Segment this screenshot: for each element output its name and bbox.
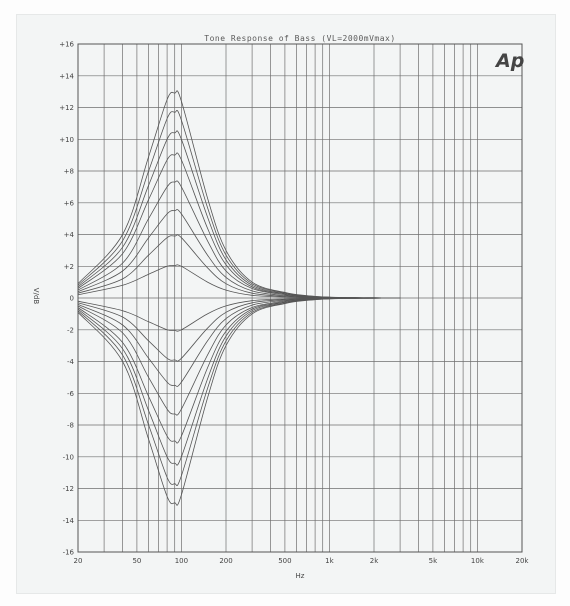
x-tick-label: 100 — [175, 557, 188, 565]
response-curve — [77, 297, 401, 387]
y-tick-label: -14 — [63, 517, 75, 525]
response-curve — [77, 180, 401, 299]
y-tick-label: +10 — [59, 136, 74, 144]
tick-labels: +16 +14 +12 +10 +8 +6 +4 +2 0 -2 -4 -6 -8 -10 -12 -14 -1… — [59, 41, 529, 566]
y-tick-label: +14 — [59, 72, 74, 80]
x-tick-label: 5k — [429, 557, 438, 565]
y-tick-label: +12 — [59, 104, 74, 112]
chart-paper — [16, 14, 556, 594]
x-tick-label: 10k — [471, 557, 485, 565]
y-tick-label: +4 — [64, 231, 75, 239]
y-tick-label: -16 — [63, 549, 75, 557]
y-tick-label: -4 — [67, 358, 75, 366]
plot-frame — [77, 43, 523, 553]
chart-title: Tone Response of Bass (VL=2000mVmax) — [204, 34, 395, 43]
y-tick-label: -2 — [67, 326, 74, 334]
y-tick-label: +16 — [59, 41, 74, 49]
x-tick-label: 1k — [325, 557, 334, 565]
x-tick-label: 50 — [132, 557, 141, 565]
grid — [77, 43, 523, 553]
y-tick-label: +2 — [64, 263, 74, 271]
y-tick-label: 0 — [70, 295, 74, 303]
y-tick-label: +6 — [64, 199, 75, 207]
y-tick-label: -8 — [67, 422, 74, 430]
x-tick-label: 200 — [219, 557, 232, 565]
response-curve — [77, 297, 401, 506]
y-tick-label: -10 — [63, 453, 74, 461]
x-axis-label: Hz — [296, 572, 305, 580]
response-curves — [77, 90, 401, 506]
y-tick-label: -6 — [67, 390, 75, 398]
y-axis-label: V/dB — [32, 288, 40, 305]
x-tick-label: 2k — [370, 557, 379, 565]
response-curve — [77, 90, 401, 299]
response-curve — [77, 209, 401, 299]
ap-logo: Ap — [494, 50, 524, 72]
x-tick-label: 500 — [278, 557, 291, 565]
response-curve — [77, 297, 401, 416]
x-tick-label: 20k — [516, 557, 530, 565]
y-tick-label: -12 — [63, 485, 74, 493]
y-tick-label: +8 — [64, 168, 74, 176]
x-tick-label: 20 — [74, 557, 83, 565]
